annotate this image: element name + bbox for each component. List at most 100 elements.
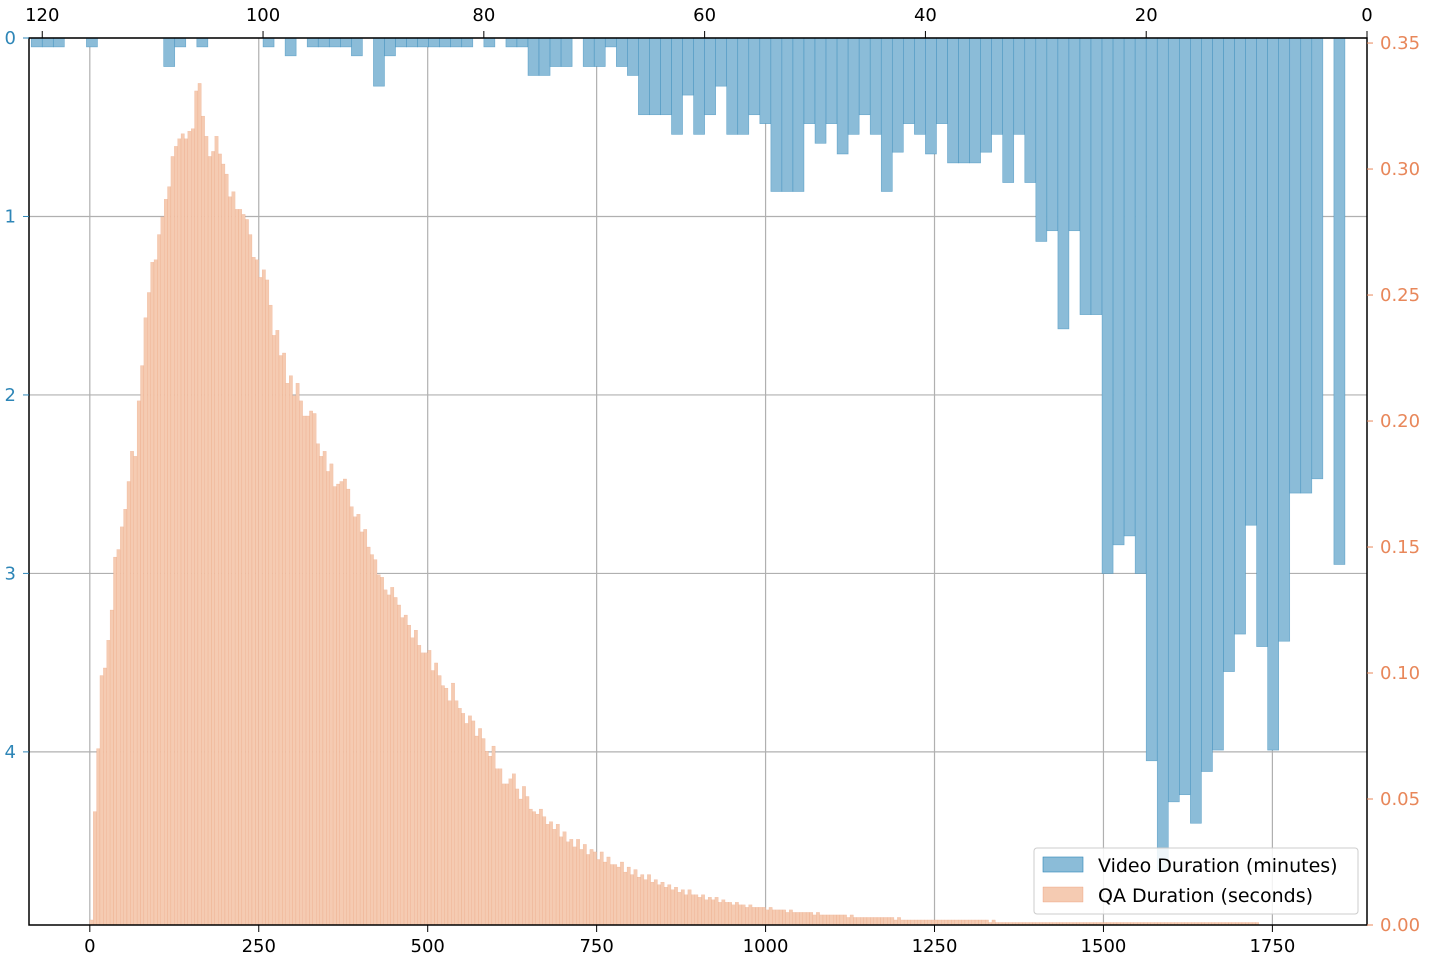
tick-label-left: 0 <box>5 28 16 49</box>
qa-bar <box>282 352 286 926</box>
qa-bar <box>153 259 158 926</box>
qa-bar <box>177 138 182 926</box>
qa-bar <box>738 904 743 926</box>
qa-bar <box>373 559 378 926</box>
qa-bar <box>191 128 195 926</box>
qa-bar <box>974 919 979 926</box>
qa-bar <box>336 483 340 926</box>
qa-bar <box>376 574 381 926</box>
qa-bar <box>234 209 239 926</box>
qa-bar <box>599 851 604 926</box>
qa-bar <box>370 554 374 926</box>
qa-bar <box>559 836 563 926</box>
qa-bar <box>670 889 675 926</box>
video-bar <box>328 37 341 48</box>
qa-bar <box>704 899 709 926</box>
video-bar <box>52 37 65 48</box>
tick-label-bottom: 1750 <box>1249 936 1295 957</box>
video-bar <box>1190 37 1202 824</box>
qa-bar <box>454 700 459 926</box>
qa-bar <box>258 277 263 926</box>
qa-bar <box>464 723 469 926</box>
qa-bar <box>106 640 111 926</box>
video-bar <box>373 37 385 87</box>
qa-bar <box>147 292 151 926</box>
legend-label-video: Video Duration (minutes) <box>1098 855 1338 877</box>
qa-bar <box>714 897 719 926</box>
video-bar <box>616 37 628 67</box>
qa-bar <box>508 778 513 926</box>
qa-bar <box>907 919 912 926</box>
video-bar <box>1134 37 1147 574</box>
qa-bar <box>343 478 347 926</box>
qa-bar <box>947 919 952 926</box>
qa-bar <box>241 214 246 926</box>
qa-bar <box>157 234 161 926</box>
tick-label-left: 2 <box>5 385 16 406</box>
qa-bar <box>197 83 202 926</box>
qa-bar <box>856 917 861 926</box>
tick-label-bottom: 750 <box>579 936 613 957</box>
qa-bar <box>914 919 918 926</box>
plot-frame <box>28 37 1368 926</box>
tick-label-bottom: 500 <box>411 936 445 957</box>
qa-bar <box>326 471 330 926</box>
video-bar <box>1234 37 1246 635</box>
tick-label-right: 0.10 <box>1380 663 1420 684</box>
tick-label-top: 60 <box>693 5 716 26</box>
qa-bar <box>207 156 212 926</box>
qa-bar <box>265 279 270 926</box>
video-bar <box>174 37 187 48</box>
video-bar <box>1013 37 1026 135</box>
tick-label-right: 0.15 <box>1380 537 1420 558</box>
qa-bar <box>366 546 371 926</box>
qa-bar <box>353 516 357 926</box>
qa-bar <box>505 783 509 926</box>
tick-label-bottom: 1250 <box>912 936 958 957</box>
qa-bar <box>660 882 665 926</box>
qa-bar <box>643 879 648 926</box>
qa-bar <box>522 786 526 926</box>
qa-bar <box>488 756 493 926</box>
video-bar <box>836 37 849 155</box>
video-bar <box>947 37 959 164</box>
qa-bar <box>116 549 121 926</box>
qa-bar <box>623 871 628 926</box>
qa-bar <box>920 919 925 926</box>
qa-bar <box>528 808 533 926</box>
qa-bar <box>430 670 435 926</box>
video-bar <box>925 37 937 155</box>
qa-bar <box>238 209 243 926</box>
qa-bar <box>346 488 351 926</box>
qa-bar <box>755 907 759 926</box>
video-bar <box>1179 37 1191 796</box>
qa-bar <box>610 864 614 926</box>
qa-bar <box>667 884 672 926</box>
video-bar <box>317 37 330 48</box>
qa-bar <box>501 783 506 926</box>
qa-bar <box>822 914 827 926</box>
qa-bar <box>721 899 726 926</box>
qa-bar <box>887 917 891 926</box>
qa-bar <box>890 917 895 926</box>
video-bar <box>880 37 893 192</box>
qa-bar <box>424 652 428 926</box>
video-bar <box>450 37 463 48</box>
video-bar <box>428 37 440 48</box>
video-bar <box>351 37 363 57</box>
video-bar <box>869 37 882 135</box>
qa-bar <box>542 816 547 926</box>
qa-bar <box>826 914 830 926</box>
qa-bar <box>407 624 411 926</box>
qa-bar <box>120 526 124 926</box>
video-bar <box>814 37 827 144</box>
qa-bar <box>633 869 638 926</box>
qa-bar <box>461 713 466 926</box>
qa-bar <box>349 506 354 926</box>
qa-bar <box>468 715 472 926</box>
qa-bar <box>937 919 942 926</box>
video-bar <box>527 37 540 76</box>
qa-bar <box>484 750 489 926</box>
qa-bar <box>167 186 172 926</box>
